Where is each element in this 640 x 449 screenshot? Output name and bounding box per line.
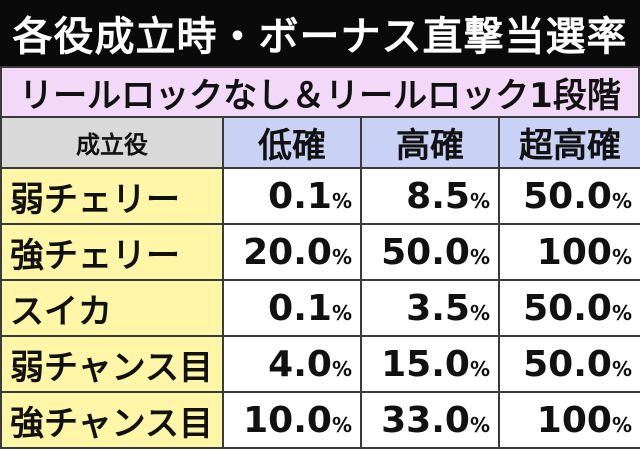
page-title: 各役成立時・ボーナス直撃当選率: [0, 0, 640, 66]
percent-unit: %: [331, 412, 352, 437]
percent-unit: %: [611, 356, 632, 381]
value-number: 100: [536, 399, 612, 441]
value-number: 4.0: [268, 343, 332, 385]
value-number: 50.0: [523, 175, 612, 217]
value-cell: 100%: [498, 223, 640, 281]
value-cell: 15.0%: [360, 335, 500, 393]
percent-unit: %: [469, 412, 490, 437]
percent-unit: %: [469, 244, 490, 269]
header-super-high: 超高確: [498, 116, 640, 169]
table-header-row: 成立役 低確 高確 超高確: [0, 116, 640, 169]
role-cell: 弱チェリー: [0, 167, 224, 225]
value-number: 8.5: [406, 175, 470, 217]
value-number: 33.0: [381, 399, 470, 441]
table-row: 強チャンス目 10.0% 33.0% 100%: [0, 391, 640, 449]
table-row: 弱チャンス目 4.0% 15.0% 50.0%: [0, 335, 640, 393]
header-role: 成立役: [0, 116, 224, 169]
percent-unit: %: [611, 412, 632, 437]
value-number: 100: [536, 231, 612, 273]
header-low: 低確: [222, 116, 362, 169]
percent-unit: %: [331, 300, 352, 325]
value-cell: 50.0%: [498, 279, 640, 337]
percent-unit: %: [611, 300, 632, 325]
value-cell: 10.0%: [222, 391, 362, 449]
value-number: 50.0: [381, 231, 470, 273]
table-subtitle: リールロックなし＆リールロック1段階: [0, 66, 640, 118]
percent-unit: %: [611, 244, 632, 269]
role-cell: 強チャンス目: [0, 391, 224, 449]
value-cell: 0.1%: [222, 167, 362, 225]
table-row: スイカ 0.1% 3.5% 50.0%: [0, 279, 640, 337]
value-number: 15.0: [381, 343, 470, 385]
value-number: 0.1: [268, 175, 332, 217]
value-cell: 8.5%: [360, 167, 500, 225]
probability-table: 成立役 低確 高確 超高確 弱チェリー 0.1% 8.5% 50.0% 強チェリ…: [0, 116, 640, 449]
value-number: 50.0: [523, 287, 612, 329]
percent-unit: %: [331, 244, 352, 269]
table-row: 強チェリー 20.0% 50.0% 100%: [0, 223, 640, 281]
percent-unit: %: [469, 356, 490, 381]
percent-unit: %: [331, 356, 352, 381]
header-high: 高確: [360, 116, 500, 169]
value-cell: 4.0%: [222, 335, 362, 393]
value-number: 20.0: [243, 231, 332, 273]
value-cell: 100%: [498, 391, 640, 449]
percent-unit: %: [331, 188, 352, 213]
value-cell: 33.0%: [360, 391, 500, 449]
role-cell: 強チェリー: [0, 223, 224, 281]
value-cell: 50.0%: [498, 167, 640, 225]
value-number: 50.0: [523, 343, 612, 385]
percent-unit: %: [611, 188, 632, 213]
table-row: 弱チェリー 0.1% 8.5% 50.0%: [0, 167, 640, 225]
role-cell: 弱チャンス目: [0, 335, 224, 393]
value-cell: 50.0%: [498, 335, 640, 393]
percent-unit: %: [469, 300, 490, 325]
role-cell: スイカ: [0, 279, 224, 337]
value-cell: 20.0%: [222, 223, 362, 281]
value-cell: 3.5%: [360, 279, 500, 337]
value-number: 10.0: [243, 399, 332, 441]
percent-unit: %: [469, 188, 490, 213]
value-number: 0.1: [268, 287, 332, 329]
value-number: 3.5: [406, 287, 470, 329]
value-cell: 0.1%: [222, 279, 362, 337]
value-cell: 50.0%: [360, 223, 500, 281]
